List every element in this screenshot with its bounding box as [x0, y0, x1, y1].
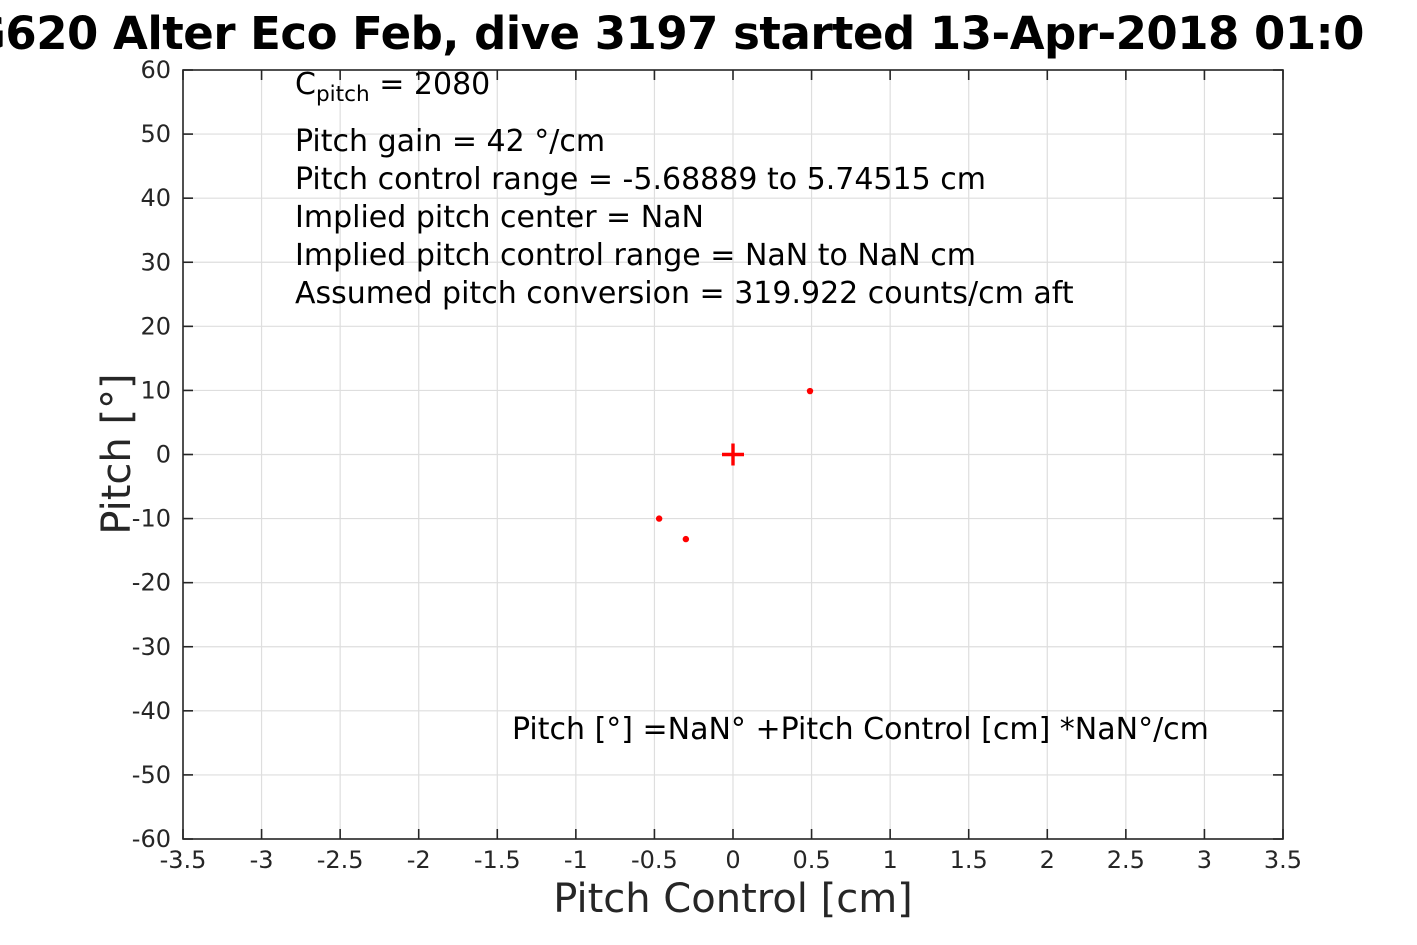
svg-text:-50: -50	[132, 761, 171, 789]
svg-text:20: 20	[140, 312, 171, 340]
calibration-info-block: Cpitch = 2080 Pitch gain = 42 °/cm Pitch…	[295, 66, 1074, 313]
svg-text:-2.5: -2.5	[317, 846, 364, 874]
svg-text:0: 0	[156, 441, 171, 469]
svg-text:-3.5: -3.5	[160, 846, 207, 874]
cpitch-subscript: pitch	[315, 81, 370, 107]
svg-text:-10: -10	[132, 505, 171, 533]
svg-text:3: 3	[1197, 846, 1212, 874]
svg-text:-30: -30	[132, 633, 171, 661]
svg-text:10: 10	[140, 376, 171, 404]
fit-equation-text: Pitch [°] =NaN° +Pitch Control [cm] *NaN…	[512, 712, 1209, 747]
svg-text:1: 1	[883, 846, 898, 874]
svg-text:60: 60	[140, 56, 171, 84]
pitch-gain-line: Pitch gain = 42 °/cm	[295, 123, 606, 159]
svg-text:50: 50	[140, 120, 171, 148]
pitch-control-range-line: Pitch control range = -5.68889 to 5.7451…	[295, 161, 986, 197]
svg-text:2: 2	[1040, 846, 1055, 874]
svg-text:3.5: 3.5	[1264, 846, 1302, 874]
svg-text:0.5: 0.5	[792, 846, 830, 874]
svg-text:2.5: 2.5	[1107, 846, 1145, 874]
svg-text:-20: -20	[132, 569, 171, 597]
svg-text:-1.5: -1.5	[474, 846, 521, 874]
x-tick-labels: -3.5 -3 -2.5 -2 -1.5 -1 -0.5 0 0.5 1 1.5 2 2.5 3 3.5	[160, 846, 1303, 874]
plus-marker	[722, 443, 744, 466]
y-axis-label: Pitch [°]	[94, 373, 140, 535]
svg-text:-1: -1	[564, 846, 588, 874]
implied-pitch-control-range-line: Implied pitch control range = NaN to NaN…	[295, 237, 976, 273]
svg-text:-0.5: -0.5	[631, 846, 678, 874]
svg-text:-2: -2	[407, 846, 431, 874]
svg-text:0: 0	[725, 846, 740, 874]
svg-text:-3: -3	[250, 846, 274, 874]
observed-pitch-points	[655, 387, 814, 543]
data-point	[655, 515, 663, 522]
y-tick-labels: -60 -50 -40 -30 -20 -10 0 10 20 30 40 50 60	[132, 56, 171, 853]
cpitch-equals-value: = 2080	[369, 67, 491, 102]
figure-title: G620 Alter Eco Feb, dive 3197 started 13…	[0, 7, 1364, 60]
svg-text:40: 40	[140, 184, 171, 212]
pitch-center-marker	[722, 443, 744, 466]
data-point	[682, 535, 690, 543]
assumed-pitch-conversion-line: Assumed pitch conversion = 319.922 count…	[295, 275, 1074, 311]
cpitch-symbol: C	[295, 67, 316, 102]
svg-text:30: 30	[140, 248, 171, 276]
tick-marks	[182, 69, 1284, 840]
x-axis-label: Pitch Control [cm]	[553, 876, 913, 922]
cpitch-value-line: Cpitch = 2080	[295, 66, 1074, 114]
svg-text:1.5: 1.5	[950, 846, 988, 874]
svg-text:-40: -40	[132, 697, 171, 725]
data-point	[806, 387, 814, 395]
svg-text:-60: -60	[132, 825, 171, 853]
implied-pitch-center-line: Implied pitch center = NaN	[295, 199, 704, 235]
